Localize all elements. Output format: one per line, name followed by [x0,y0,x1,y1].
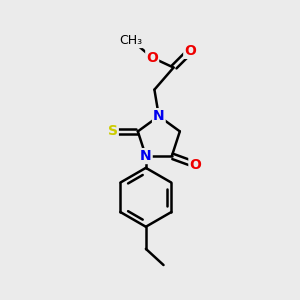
Text: O: O [184,44,196,58]
Text: CH₃: CH₃ [120,34,143,47]
Text: N: N [140,149,152,163]
Text: O: O [189,158,201,172]
Text: N: N [153,109,165,123]
Text: O: O [146,51,158,64]
Text: S: S [108,124,118,138]
